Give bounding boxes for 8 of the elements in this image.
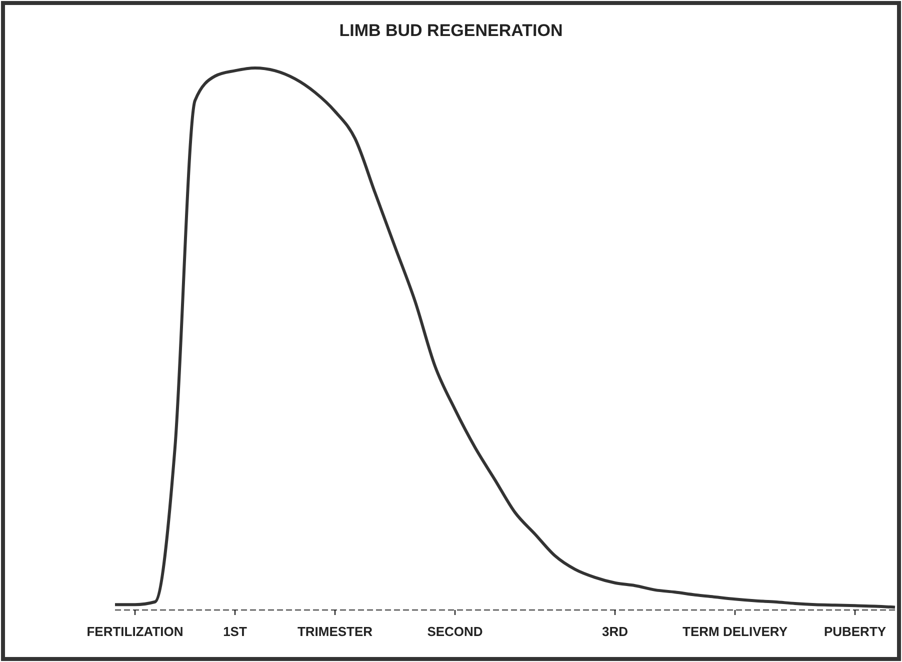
x-tick-label: TERM DELIVERY <box>682 624 788 640</box>
x-tick-label: PUBERTY <box>824 624 886 640</box>
x-tick-label: 1ST <box>223 624 247 640</box>
x-tick-label: TRIMESTER <box>297 624 374 640</box>
x-tick-label: SECOND <box>427 624 483 640</box>
x-tick-label: 3RD <box>602 624 628 640</box>
x-tick-label: FERTILIZATION <box>86 624 184 640</box>
chart-title: LIMB BUD REGENERATION <box>339 21 563 40</box>
